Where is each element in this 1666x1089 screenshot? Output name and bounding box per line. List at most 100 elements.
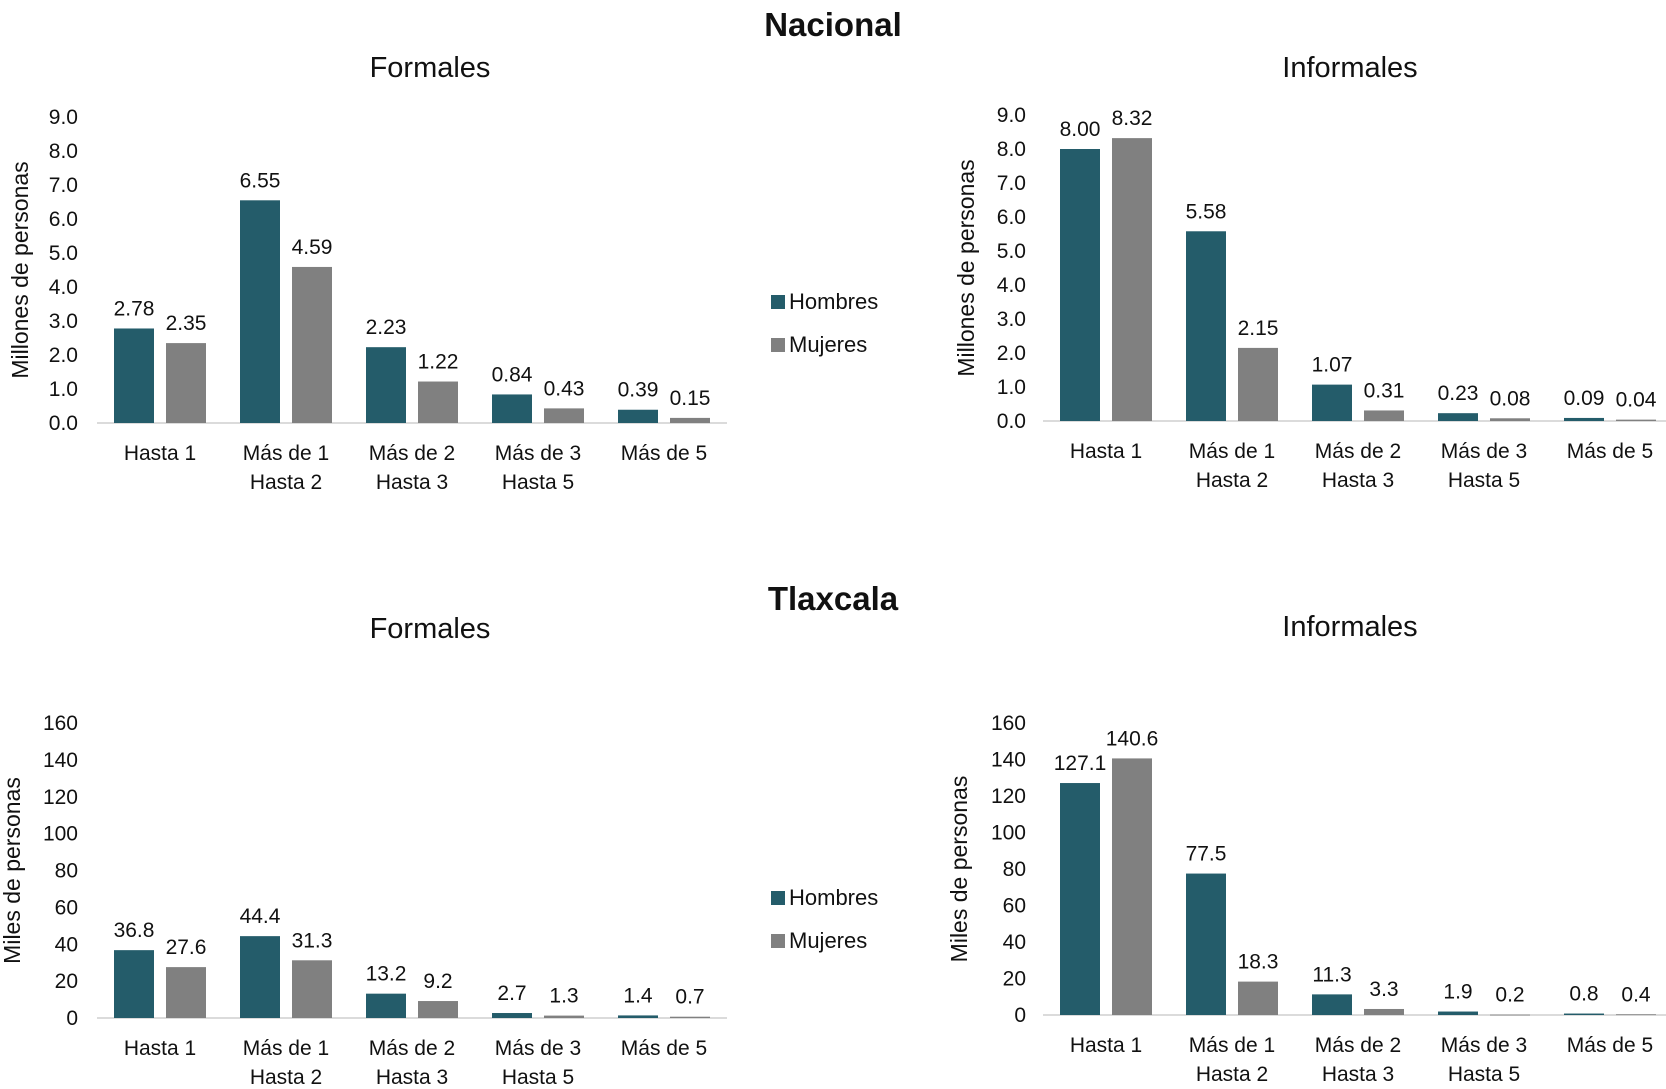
bar-hombres	[1186, 231, 1226, 421]
bar-hombres	[114, 328, 154, 423]
y-tick-label: 5.0	[997, 240, 1026, 263]
chart-title-tlaxcala-informales: Informales	[1282, 611, 1418, 643]
y-tick-label: 5.0	[49, 242, 78, 265]
x-category-label: Más de 1	[1189, 440, 1275, 463]
data-label-hombres: 11.3	[1312, 963, 1351, 986]
x-category-label: Más de 1	[243, 1037, 329, 1060]
bar-hombres	[1564, 1013, 1604, 1015]
y-tick-label: 40	[1003, 931, 1026, 954]
y-tick-label: 160	[991, 712, 1026, 735]
bar-hombres	[114, 950, 154, 1018]
legend-swatch-mujeres	[771, 934, 785, 948]
x-category-label: Más de 2	[369, 442, 455, 465]
y-tick-label: 1.0	[49, 378, 78, 401]
x-category-label: Más de 2	[1315, 1034, 1401, 1057]
y-tick-label: 0	[66, 1007, 78, 1030]
legend-label-mujeres: Mujeres	[789, 332, 868, 357]
y-tick-label: 140	[991, 749, 1026, 772]
legend-label-hombres: Hombres	[789, 885, 879, 910]
x-category-label: Más de 3	[495, 1037, 581, 1060]
y-tick-label: 100	[43, 823, 78, 846]
bar-mujeres	[670, 417, 710, 423]
data-label-mujeres: 2.15	[1238, 317, 1279, 340]
bar-hombres	[240, 936, 280, 1018]
y-tick-label: 80	[1003, 858, 1026, 881]
legend-swatch-mujeres	[771, 338, 785, 352]
bar-mujeres	[418, 1001, 458, 1018]
bar-hombres	[618, 409, 658, 423]
y-tick-label: 20	[55, 970, 78, 993]
bar-hombres	[492, 394, 532, 423]
legend-swatch-hombres	[771, 891, 785, 905]
bar-hombres	[366, 993, 406, 1018]
y-tick-label: 140	[43, 749, 78, 772]
y-tick-label: 9.0	[997, 104, 1026, 127]
bar-hombres	[1312, 384, 1352, 421]
data-label-hombres: 77.5	[1186, 843, 1227, 866]
y-tick-label: 100	[991, 822, 1026, 845]
data-label-hombres: 44.4	[240, 905, 281, 928]
y-tick-label: 2.0	[49, 344, 78, 367]
data-label-mujeres: 0.7	[675, 986, 704, 1009]
bar-mujeres	[292, 960, 332, 1018]
data-label-hombres: 8.00	[1060, 118, 1101, 141]
x-category-label: Hasta 2	[250, 1066, 322, 1089]
data-label-hombres: 2.78	[114, 297, 155, 320]
data-label-mujeres: 0.31	[1364, 379, 1405, 402]
data-label-hombres: 1.9	[1443, 981, 1472, 1004]
x-category-label: Hasta 3	[376, 1066, 448, 1089]
y-tick-label: 0.0	[49, 412, 78, 435]
bar-mujeres	[166, 967, 206, 1018]
bar-mujeres	[1112, 138, 1152, 421]
data-label-hombres: 2.23	[366, 316, 407, 339]
chart-title-nacional-formales: Formales	[369, 52, 491, 84]
x-category-label: Hasta 5	[502, 1066, 574, 1089]
y-tick-label: 9.0	[49, 106, 78, 129]
bar-hombres	[1060, 783, 1100, 1015]
x-category-label: Más de 1	[1189, 1034, 1275, 1057]
x-category-label: Más de 5	[621, 1037, 707, 1060]
y-tick-label: 0	[1014, 1004, 1026, 1027]
bar-mujeres	[166, 343, 206, 423]
bar-mujeres	[1238, 347, 1278, 421]
data-label-mujeres: 27.6	[166, 936, 207, 959]
section-title-nacional: Nacional	[764, 6, 902, 43]
x-category-label: Más de 5	[1567, 1034, 1653, 1057]
y-tick-label: 4.0	[49, 276, 78, 299]
bar-mujeres	[418, 381, 458, 423]
y-tick-label: 120	[991, 785, 1026, 808]
bar-mujeres	[1364, 410, 1404, 421]
x-category-label: Hasta 3	[1322, 1063, 1394, 1086]
x-category-label: Más de 5	[621, 442, 707, 465]
chart-title-nacional-informales: Informales	[1282, 52, 1418, 84]
data-label-hombres: 0.39	[618, 379, 659, 402]
data-label-mujeres: 140.6	[1106, 727, 1159, 750]
bar-mujeres	[544, 408, 584, 423]
legend-label-mujeres: Mujeres	[789, 928, 868, 953]
x-category-label: Más de 3	[495, 442, 581, 465]
legend-item-hombres: Hombres	[771, 288, 878, 316]
y-axis-label: Millones de personas	[953, 159, 979, 376]
x-category-label: Hasta 2	[1196, 469, 1268, 492]
y-tick-label: 3.0	[997, 308, 1026, 331]
bar-hombres	[1438, 1011, 1478, 1015]
data-label-hombres: 0.84	[492, 363, 533, 386]
y-tick-label: 20	[1003, 968, 1026, 991]
data-label-mujeres: 9.2	[423, 970, 452, 993]
data-label-mujeres: 0.2	[1495, 984, 1524, 1007]
x-category-label: Más de 5	[1567, 440, 1653, 463]
x-category-label: Más de 1	[243, 442, 329, 465]
data-label-mujeres: 0.43	[544, 377, 585, 400]
x-category-label: Hasta 1	[124, 442, 196, 465]
data-label-hombres: 2.7	[497, 982, 526, 1005]
y-axis-label: Millones de personas	[7, 161, 33, 378]
y-tick-label: 7.0	[49, 174, 78, 197]
x-category-label: Hasta 5	[502, 471, 574, 494]
bar-hombres	[240, 200, 280, 423]
data-label-mujeres: 8.32	[1112, 107, 1153, 130]
x-category-label: Hasta 5	[1448, 1063, 1520, 1086]
bar-mujeres	[1490, 1014, 1530, 1016]
